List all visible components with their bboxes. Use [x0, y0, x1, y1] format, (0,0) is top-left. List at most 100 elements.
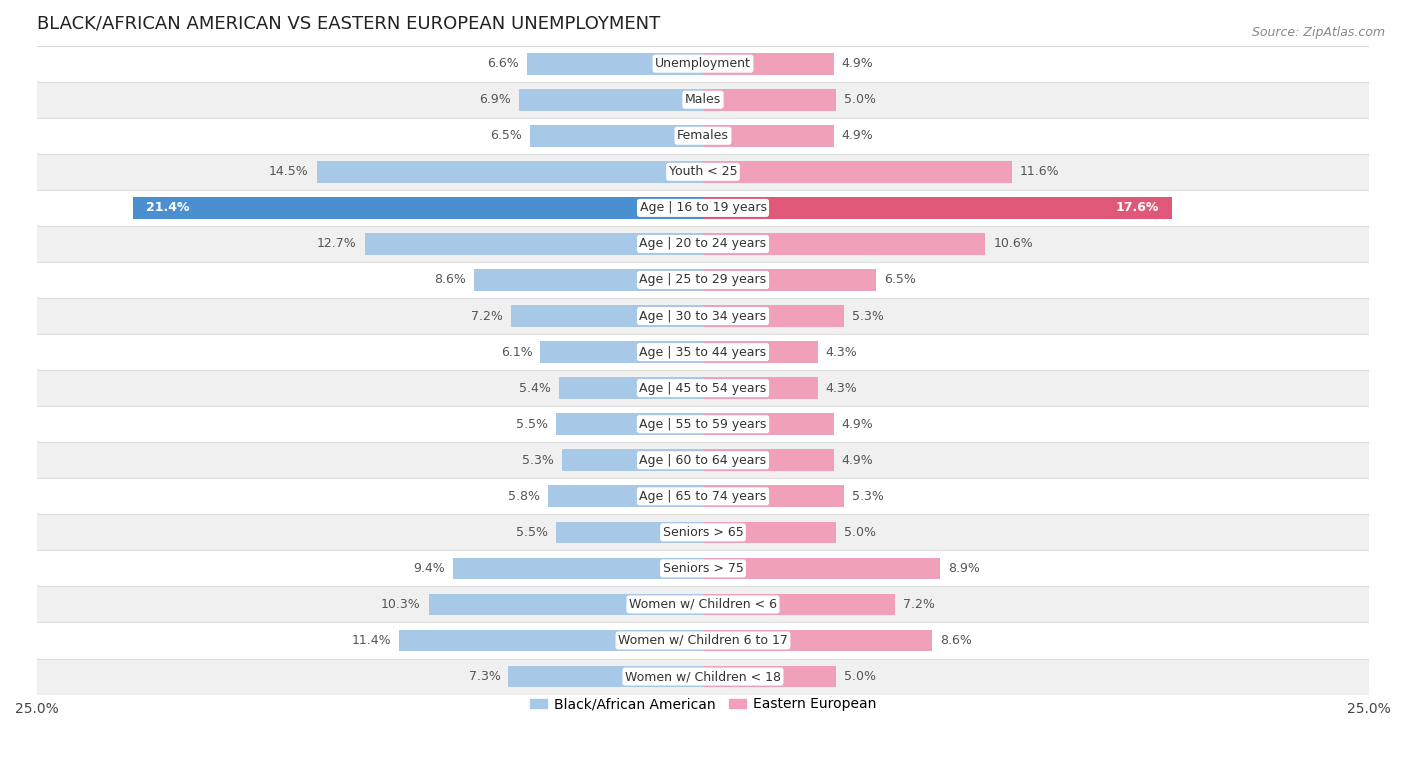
Bar: [37, 82, 1369, 118]
Text: 11.4%: 11.4%: [352, 634, 391, 647]
Bar: [540, 341, 703, 363]
Bar: [512, 305, 703, 327]
Text: Age | 20 to 24 years: Age | 20 to 24 years: [640, 238, 766, 251]
Legend: Black/African American, Eastern European: Black/African American, Eastern European: [524, 692, 882, 717]
Bar: [703, 53, 834, 74]
Bar: [37, 118, 1369, 154]
Text: 5.5%: 5.5%: [516, 526, 548, 539]
Text: BLACK/AFRICAN AMERICAN VS EASTERN EUROPEAN UNEMPLOYMENT: BLACK/AFRICAN AMERICAN VS EASTERN EUROPE…: [37, 15, 661, 33]
Bar: [37, 478, 1369, 514]
Bar: [399, 630, 703, 651]
Text: Males: Males: [685, 93, 721, 106]
Text: 4.9%: 4.9%: [842, 453, 873, 467]
Bar: [530, 125, 703, 147]
Bar: [703, 161, 1012, 182]
Text: 5.0%: 5.0%: [844, 526, 876, 539]
Text: 6.5%: 6.5%: [489, 129, 522, 142]
Text: 4.9%: 4.9%: [842, 129, 873, 142]
Text: 17.6%: 17.6%: [1115, 201, 1159, 214]
Bar: [703, 450, 834, 471]
Bar: [527, 53, 703, 74]
Bar: [364, 233, 703, 255]
Text: Age | 65 to 74 years: Age | 65 to 74 years: [640, 490, 766, 503]
Bar: [548, 485, 703, 507]
Text: 5.3%: 5.3%: [522, 453, 554, 467]
Bar: [37, 514, 1369, 550]
Text: 6.5%: 6.5%: [884, 273, 917, 286]
Bar: [703, 485, 844, 507]
Text: 6.9%: 6.9%: [479, 93, 512, 106]
Bar: [703, 341, 817, 363]
Text: 4.3%: 4.3%: [825, 382, 858, 394]
Bar: [474, 269, 703, 291]
Text: 5.3%: 5.3%: [852, 310, 884, 322]
Bar: [703, 269, 876, 291]
Text: 4.9%: 4.9%: [842, 58, 873, 70]
Bar: [703, 197, 1173, 219]
Text: 4.9%: 4.9%: [842, 418, 873, 431]
Bar: [703, 89, 837, 111]
Bar: [37, 45, 1369, 82]
Text: 11.6%: 11.6%: [1021, 165, 1060, 179]
Text: 10.6%: 10.6%: [994, 238, 1033, 251]
Bar: [453, 558, 703, 579]
Bar: [37, 190, 1369, 226]
Bar: [37, 262, 1369, 298]
Text: Age | 55 to 59 years: Age | 55 to 59 years: [640, 418, 766, 431]
Bar: [560, 377, 703, 399]
Bar: [703, 558, 941, 579]
Bar: [703, 630, 932, 651]
Text: 5.8%: 5.8%: [509, 490, 540, 503]
Text: 4.3%: 4.3%: [825, 346, 858, 359]
Bar: [316, 161, 703, 182]
Text: 7.3%: 7.3%: [468, 670, 501, 683]
Bar: [703, 125, 834, 147]
Bar: [37, 407, 1369, 442]
Text: Age | 35 to 44 years: Age | 35 to 44 years: [640, 346, 766, 359]
Bar: [37, 550, 1369, 587]
Bar: [37, 370, 1369, 407]
Bar: [37, 298, 1369, 334]
Text: 5.4%: 5.4%: [519, 382, 551, 394]
Bar: [37, 659, 1369, 695]
Bar: [703, 522, 837, 544]
Text: 8.9%: 8.9%: [948, 562, 980, 575]
Bar: [519, 89, 703, 111]
Text: Females: Females: [678, 129, 728, 142]
Text: Seniors > 65: Seniors > 65: [662, 526, 744, 539]
Text: 14.5%: 14.5%: [269, 165, 309, 179]
Bar: [703, 377, 817, 399]
Text: 5.5%: 5.5%: [516, 418, 548, 431]
Bar: [703, 233, 986, 255]
Text: 5.0%: 5.0%: [844, 670, 876, 683]
Text: Age | 25 to 29 years: Age | 25 to 29 years: [640, 273, 766, 286]
Text: 6.6%: 6.6%: [488, 58, 519, 70]
Text: 10.3%: 10.3%: [381, 598, 420, 611]
Text: 8.6%: 8.6%: [434, 273, 465, 286]
Bar: [37, 587, 1369, 622]
Text: Youth < 25: Youth < 25: [669, 165, 737, 179]
Bar: [37, 622, 1369, 659]
Text: 21.4%: 21.4%: [146, 201, 190, 214]
Text: Seniors > 75: Seniors > 75: [662, 562, 744, 575]
Text: Age | 30 to 34 years: Age | 30 to 34 years: [640, 310, 766, 322]
Bar: [509, 665, 703, 687]
Text: 9.4%: 9.4%: [413, 562, 444, 575]
Bar: [37, 226, 1369, 262]
Text: Age | 16 to 19 years: Age | 16 to 19 years: [640, 201, 766, 214]
Bar: [562, 450, 703, 471]
Bar: [703, 305, 844, 327]
Bar: [703, 413, 834, 435]
Text: 5.3%: 5.3%: [852, 490, 884, 503]
Bar: [557, 413, 703, 435]
Bar: [37, 334, 1369, 370]
Bar: [37, 154, 1369, 190]
Text: Women w/ Children < 18: Women w/ Children < 18: [626, 670, 780, 683]
Bar: [557, 522, 703, 544]
Text: 5.0%: 5.0%: [844, 93, 876, 106]
Text: Women w/ Children 6 to 17: Women w/ Children 6 to 17: [619, 634, 787, 647]
Text: Source: ZipAtlas.com: Source: ZipAtlas.com: [1251, 26, 1385, 39]
Text: Age | 45 to 54 years: Age | 45 to 54 years: [640, 382, 766, 394]
Text: Unemployment: Unemployment: [655, 58, 751, 70]
Text: 7.2%: 7.2%: [903, 598, 935, 611]
